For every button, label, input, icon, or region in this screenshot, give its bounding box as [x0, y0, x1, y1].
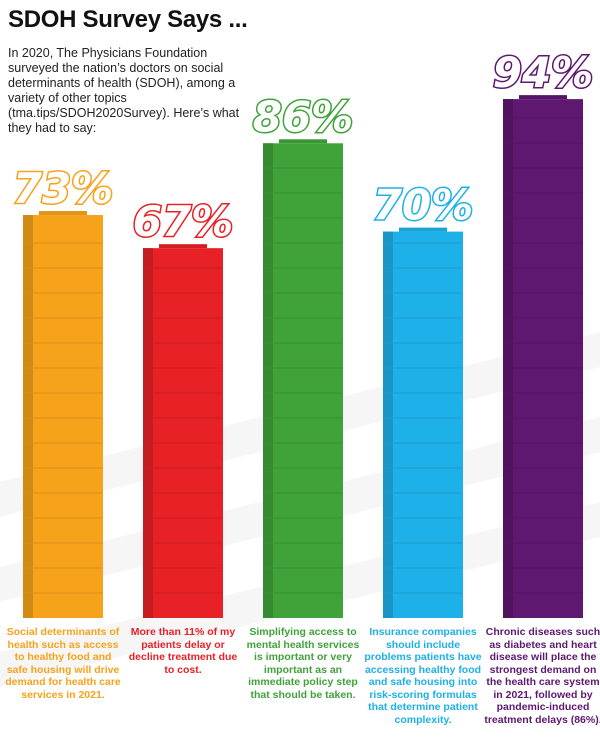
bar	[383, 231, 463, 618]
bar-value-label: 94%	[493, 48, 594, 97]
bar-stud	[279, 139, 295, 144]
bar-stud	[535, 95, 551, 100]
bar-stud	[295, 139, 311, 144]
page-title: SDOH Survey Says ...	[8, 6, 248, 33]
bar-stud	[415, 227, 431, 232]
bar-caption: Social determinants of health such as ac…	[5, 626, 121, 701]
bar-stud	[175, 244, 191, 249]
bar	[143, 248, 223, 618]
bar-group	[383, 227, 463, 618]
bar-value-label: 67%	[133, 197, 234, 246]
bar-side	[503, 99, 513, 619]
bar-stud	[519, 95, 535, 100]
bar-caption: More than 11% of my patients delay or de…	[128, 626, 238, 676]
bar-stud	[551, 95, 567, 100]
bar-stud	[191, 244, 207, 249]
bar-caption: Chronic diseases such as diabetes and he…	[484, 626, 600, 726]
bar-side	[143, 248, 153, 618]
bar	[23, 215, 103, 619]
bar-value-label: 86%	[253, 92, 354, 141]
bar	[263, 143, 343, 618]
bar-group	[143, 244, 223, 618]
bar-caption: Insurance companies should include probl…	[364, 626, 482, 726]
bar-side	[23, 215, 33, 619]
bar-value-label: 73%	[13, 164, 114, 213]
bar-stud	[431, 227, 447, 232]
bar-stud	[71, 211, 87, 216]
intro-text: In 2020, The Physicians Foundation surve…	[8, 46, 240, 135]
bar-stud	[55, 211, 71, 216]
bar-stud	[399, 227, 415, 232]
bar-stud	[39, 211, 55, 216]
bar	[503, 99, 583, 619]
bar-stud	[311, 139, 327, 144]
bar-group	[503, 95, 583, 619]
bar-side	[263, 143, 273, 618]
bar-side	[383, 231, 393, 618]
bar-group	[263, 139, 343, 618]
bar-group	[23, 211, 103, 619]
bar-caption: Simplifying access to mental health serv…	[246, 626, 360, 701]
bar-value-label: 70%	[373, 181, 474, 230]
bar-stud	[159, 244, 175, 249]
